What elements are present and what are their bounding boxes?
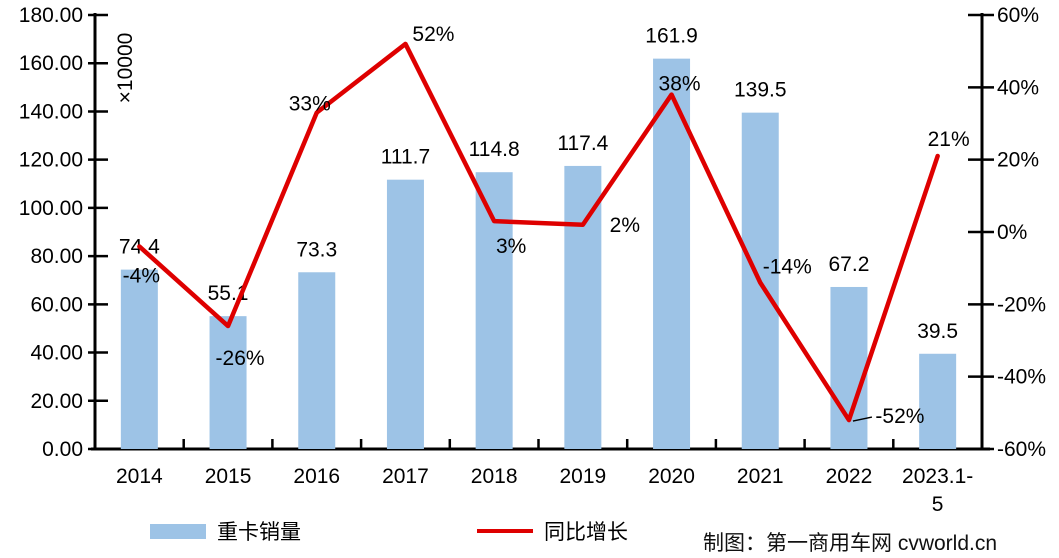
- yoy-growth-line: [137, 41, 940, 423]
- bar-value-label: 111.7: [381, 146, 430, 169]
- right-axis-tick-label: -20%: [997, 293, 1046, 316]
- bar-value-label: 117.4: [557, 132, 608, 155]
- legend-item-yoy-growth: 同比增长: [477, 519, 628, 544]
- legend-label-yoy-growth: 同比增长: [544, 521, 628, 544]
- bar-2016: [298, 272, 336, 449]
- right-axis-tick-label: 60%: [997, 4, 1039, 27]
- left-axis-tick-label: 120.00: [19, 149, 83, 172]
- line-point-label: 52%: [412, 23, 454, 46]
- x-axis-category-label: 2016: [293, 465, 340, 488]
- right-axis-tick-label: 40%: [997, 76, 1039, 99]
- x-axis-category-label: 2020: [648, 465, 695, 488]
- legend-label-truck-sales: 重卡销量: [217, 521, 301, 544]
- legend-item-truck-sales: 重卡销量: [150, 519, 301, 544]
- bar-value-label: 161.9: [645, 25, 698, 48]
- line-point-label: 33%: [289, 93, 331, 116]
- x-axis-category-label: 2021: [737, 465, 784, 488]
- x-axis-category-label: 2017: [382, 465, 429, 488]
- left-axis-tick-label: 60.00: [30, 293, 83, 316]
- right-axis-tick-label: -60%: [997, 438, 1046, 461]
- bar-value-label: 39.5: [917, 320, 958, 343]
- left-axis-tick-label: 140.00: [19, 100, 83, 123]
- bar-2023.1-5: [919, 353, 957, 449]
- x-axis-category-label: 2015: [205, 465, 252, 488]
- x-axis-category-label-line2: 5: [932, 493, 944, 515]
- line-series-swatch-icon: [477, 529, 533, 533]
- right-axis-tick-label: 20%: [997, 149, 1039, 172]
- left-axis-tick-label: 0.00: [42, 438, 83, 461]
- credit-text: 制图：第一商用车网 cvworld.cn: [703, 532, 998, 555]
- left-axis-tick-label: 80.00: [30, 245, 83, 268]
- bar-value-label: 139.5: [734, 79, 787, 102]
- x-axis-category-label: 2018: [471, 465, 518, 488]
- bar-2018: [475, 172, 513, 449]
- line-point-label: -52%: [875, 405, 924, 428]
- bar-2014: [120, 269, 158, 449]
- bar-2015: [209, 316, 247, 449]
- bar-2017: [386, 179, 424, 449]
- label-leader-line: [852, 416, 873, 422]
- x-axis-category-label: 2014: [116, 465, 163, 488]
- line-point-label: 38%: [659, 73, 701, 96]
- bar-value-label: 73.3: [296, 238, 337, 261]
- left-axis-tick-label: 40.00: [30, 342, 83, 365]
- line-point-label: 3%: [496, 235, 526, 258]
- line-point-label: -4%: [123, 264, 160, 287]
- bar-2019: [564, 165, 602, 450]
- bar-series-swatch-icon: [150, 523, 206, 539]
- line-point-label: -14%: [763, 256, 812, 279]
- left-axis-unit-label: ×10000: [114, 33, 137, 104]
- line-point-label: -26%: [216, 347, 265, 370]
- combo-chart-plot: 0.00 20.00 40.00 60.00 80.00 100.00 120.00 140.…: [19, 4, 1046, 516]
- x-axis-category-label: 2022: [826, 465, 873, 488]
- bar-2022: [830, 286, 868, 449]
- left-axis-tick-label: 180.00: [19, 4, 83, 27]
- x-axis-category-label: 2023.1-: [902, 465, 973, 488]
- line-point-label: 2%: [610, 214, 640, 237]
- right-axis-tick-label: 0%: [997, 221, 1027, 244]
- bar-value-label: 114.8: [469, 138, 520, 161]
- line-point-label: 21%: [928, 128, 970, 151]
- left-axis-tick-label: 20.00: [30, 390, 83, 413]
- x-axis-category-label: 2019: [559, 465, 606, 488]
- left-axis-tick-label: 160.00: [19, 52, 83, 75]
- left-axis-tick-label: 100.00: [19, 197, 83, 220]
- right-axis-tick-label: -40%: [997, 366, 1046, 389]
- bar-value-label: 67.2: [829, 253, 870, 276]
